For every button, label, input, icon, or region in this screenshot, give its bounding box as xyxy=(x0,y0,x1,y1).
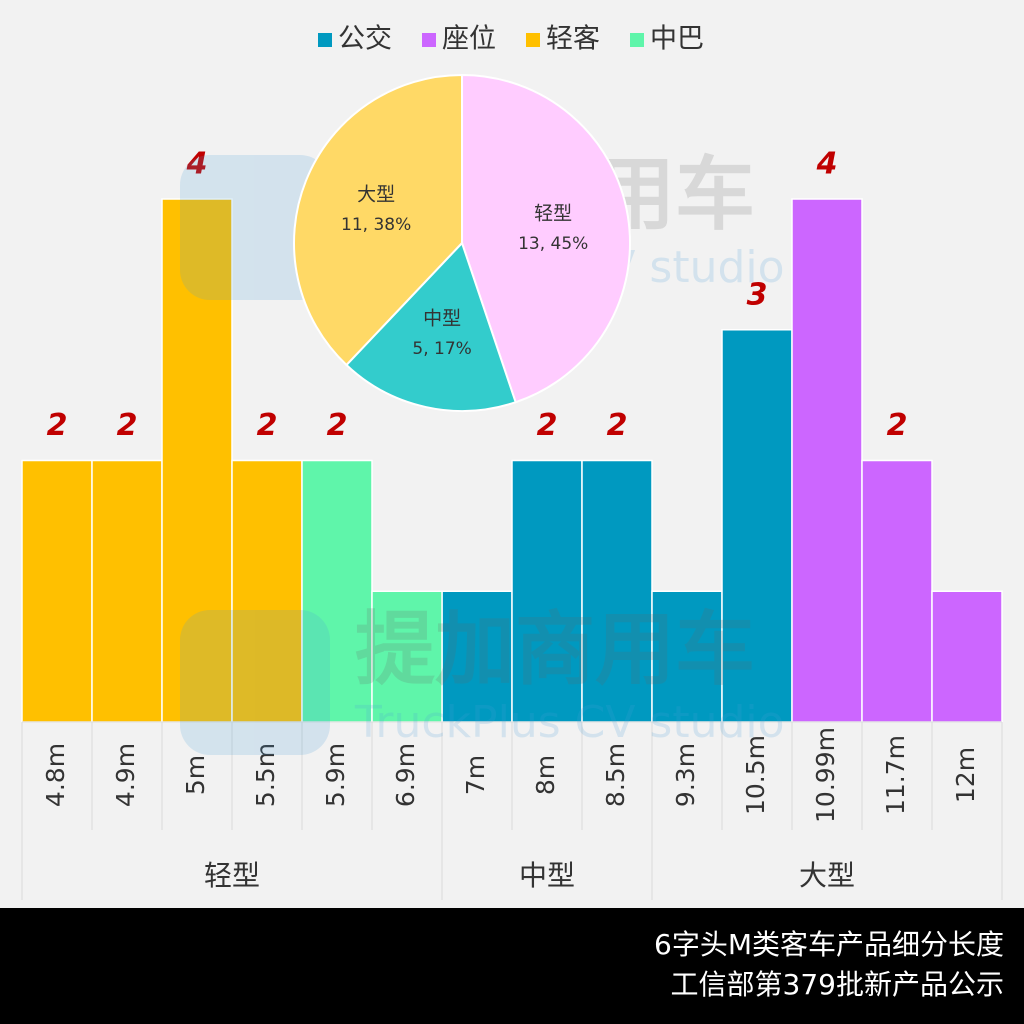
watermark-logo xyxy=(180,155,330,300)
pie-slice xyxy=(293,73,463,367)
x-tick-label: 5.5m xyxy=(251,743,280,807)
pie-slice xyxy=(461,73,631,404)
legend-label: 座位 xyxy=(442,24,496,55)
legend-swatch xyxy=(526,33,540,47)
group-label: 轻型 xyxy=(204,859,260,892)
legend-swatch xyxy=(630,33,644,47)
pie-layer: 轻型 13, 45% 中型 5, 17% 大型 11, 38% xyxy=(293,73,631,412)
data-label: 3 xyxy=(747,277,768,312)
data-label: 4 xyxy=(186,147,208,182)
pie-category: 大型 xyxy=(357,183,395,205)
bar-layer: 公交 座位 轻客 中巴 2 2 3 4 2 2 2 4 2 2 4.8m 4.9m 5m 5.5m 5.9m 6.9m… xyxy=(21,24,1003,900)
x-tick-label: 4.9m xyxy=(111,743,140,807)
bar xyxy=(161,198,233,723)
x-tick-label: 8m xyxy=(531,755,560,795)
bar xyxy=(21,459,93,723)
data-label: 2 xyxy=(257,408,278,443)
pie-label: 13, 45% xyxy=(518,234,588,254)
x-tick-label: 12m xyxy=(951,747,980,803)
bar xyxy=(861,459,933,723)
footer-band xyxy=(0,908,1024,1024)
bar xyxy=(581,459,653,723)
watermark-title: 提加商用车 xyxy=(355,603,755,696)
data-label: 2 xyxy=(887,408,908,443)
pie-category: 中型 xyxy=(423,308,461,330)
bar xyxy=(791,198,863,723)
pie-category: 轻型 xyxy=(534,203,572,225)
legend-label: 中巴 xyxy=(650,24,704,55)
watermark-logo xyxy=(180,610,330,755)
bar xyxy=(91,459,163,723)
footer-line: 工信部第379批新产品公示 xyxy=(671,968,1004,1001)
x-tick-label: 4.8m xyxy=(41,743,70,807)
bar xyxy=(301,459,373,723)
x-tick-label: 9.3m xyxy=(671,743,700,807)
x-tick-label: 8.5m xyxy=(601,743,630,807)
legend-label: 公交 xyxy=(338,24,392,55)
data-label: 2 xyxy=(327,408,348,443)
x-tick-label: 11.7m xyxy=(881,735,910,815)
data-label: 2 xyxy=(537,408,558,443)
x-tick-label: 5.9m xyxy=(321,743,350,807)
pie-label: 5, 17% xyxy=(412,339,471,359)
pie-slice xyxy=(345,241,517,412)
group-label: 中型 xyxy=(519,859,575,892)
pie-label: 11, 38% xyxy=(341,215,411,235)
watermark-subtitle: TruckPlus CV studio xyxy=(354,697,785,748)
legend-swatch xyxy=(318,33,332,47)
bar xyxy=(231,459,303,723)
x-tick-label: 10.5m xyxy=(741,735,770,815)
data-label: 4 xyxy=(816,147,838,182)
bar xyxy=(371,590,443,723)
data-label: 2 xyxy=(47,408,68,443)
bar xyxy=(931,590,1003,723)
data-label: 2 xyxy=(607,408,628,443)
legend-swatch xyxy=(422,33,436,47)
x-tick-label: 5m xyxy=(181,755,210,795)
x-tick-label: 10.99m xyxy=(811,727,840,823)
x-tick-label: 6.9m xyxy=(391,743,420,807)
x-tick-label: 7m xyxy=(461,755,490,795)
legend-label: 轻客 xyxy=(546,24,600,55)
group-label: 大型 xyxy=(799,859,855,892)
data-label: 2 xyxy=(117,408,138,443)
bar xyxy=(651,590,723,723)
footer-line: 6字头M类客车产品细分长度 xyxy=(654,928,1004,961)
